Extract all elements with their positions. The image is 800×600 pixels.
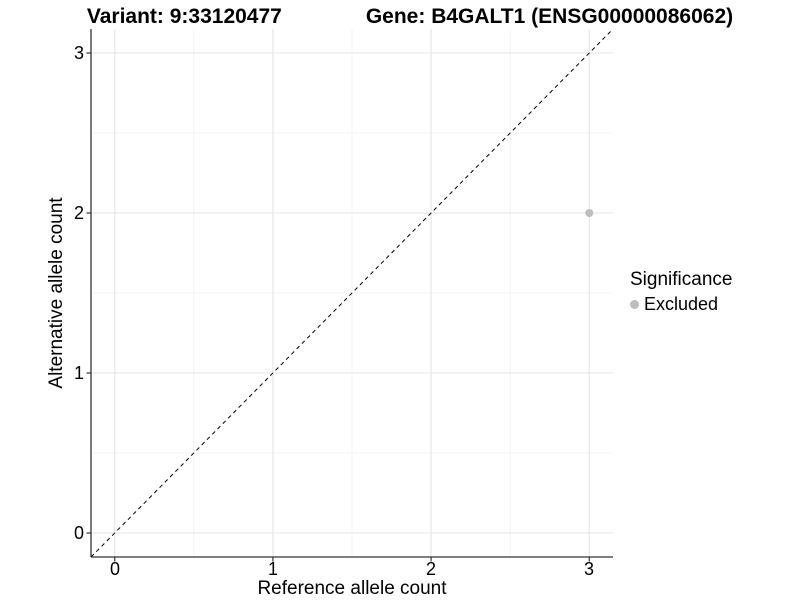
y-axis-title: Alternative allele count — [46, 197, 67, 389]
y-tick-label-2: 2 — [73, 203, 84, 223]
y-tick-label-3: 3 — [73, 43, 84, 63]
x-tick-label-0: 0 — [109, 559, 121, 579]
plot-title-row: Variant: 9:33120477 Gene: B4GALT1 (ENSG0… — [0, 5, 800, 29]
data-point — [585, 209, 594, 217]
excluded-point-icon — [630, 300, 639, 309]
plot-panel — [86, 28, 614, 562]
legend-entry-label: Excluded — [644, 294, 719, 314]
y-tick-label-0: 0 — [73, 523, 84, 543]
legend-entry-excluded: Excluded — [630, 294, 732, 315]
legend: Significance Excluded — [630, 269, 732, 315]
gene-title: Gene: B4GALT1 (ENSG00000086062) — [365, 5, 734, 28]
legend-title: Significance — [630, 269, 733, 290]
x-tick-label-3: 3 — [583, 559, 595, 579]
x-axis-title: Reference allele count — [257, 578, 447, 599]
variant-title: Variant: 9:33120477 — [86, 5, 282, 28]
identity-dashed-line — [90, 28, 614, 558]
y-tick-label-1: 1 — [73, 363, 84, 383]
x-tick-label-2: 2 — [425, 559, 437, 579]
x-tick-label-1: 1 — [267, 559, 279, 579]
